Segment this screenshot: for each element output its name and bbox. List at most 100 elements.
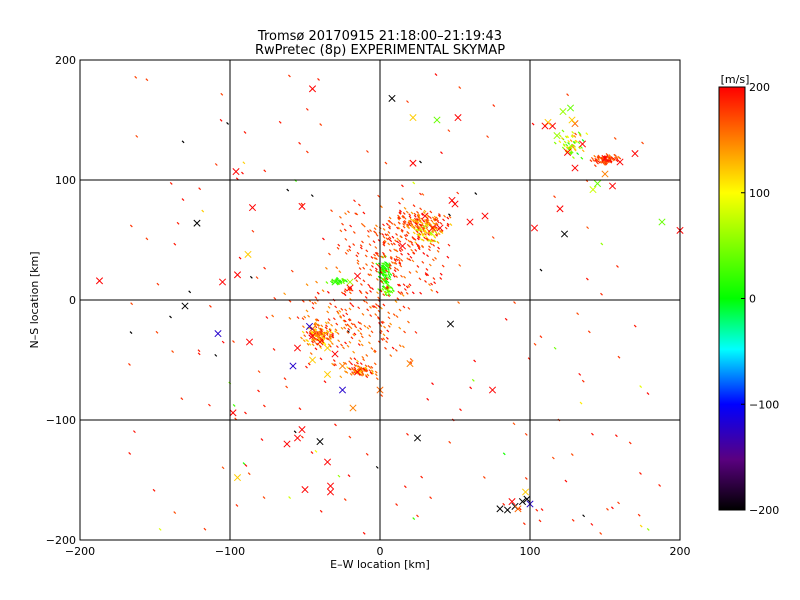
- data-point: [242, 462, 246, 465]
- data-point: [448, 215, 452, 219]
- data-point: [313, 328, 317, 332]
- data-point-cross: [658, 218, 666, 226]
- data-point: [135, 134, 139, 138]
- data-point: [417, 213, 421, 217]
- data-point-cross: [446, 320, 455, 328]
- data-point: [361, 240, 364, 244]
- data-point: [373, 362, 377, 366]
- data-point: [347, 474, 351, 478]
- data-point: [374, 313, 378, 316]
- data-point: [416, 265, 420, 268]
- data-point: [314, 321, 318, 325]
- data-point: [388, 216, 392, 220]
- data-point: [286, 188, 290, 192]
- data-point-cross: [316, 438, 324, 446]
- data-point: [367, 273, 371, 277]
- data-point: [531, 122, 535, 126]
- data-point: [369, 273, 373, 277]
- data-point: [243, 131, 247, 134]
- data-point: [303, 315, 307, 319]
- data-point: [385, 222, 389, 226]
- data-point: [348, 318, 352, 321]
- data-point: [152, 488, 156, 492]
- data-point: [397, 226, 401, 230]
- data-point: [578, 146, 581, 150]
- data-point: [375, 377, 379, 381]
- data-point: [347, 327, 351, 331]
- data-point-cross: [409, 159, 417, 167]
- data-point: [353, 371, 357, 375]
- data-point: [379, 288, 383, 292]
- data-point: [366, 373, 370, 377]
- data-point: [288, 299, 292, 303]
- data-point: [328, 336, 332, 340]
- data-point: [340, 343, 343, 347]
- data-point: [374, 251, 378, 255]
- data-point: [415, 218, 419, 222]
- data-point: [410, 243, 414, 246]
- data-point: [434, 218, 438, 221]
- data-point: [338, 215, 342, 219]
- data-point: [203, 527, 207, 531]
- data-point: [381, 274, 385, 277]
- data-point: [300, 435, 304, 439]
- x-tick-label: −200: [65, 545, 95, 558]
- data-point: [384, 290, 388, 294]
- data-point: [564, 135, 568, 139]
- data-point: [614, 156, 617, 160]
- data-point: [365, 263, 368, 267]
- data-point: [402, 283, 406, 287]
- data-point: [352, 350, 356, 354]
- data-point: [360, 367, 363, 371]
- data-point: [581, 149, 585, 153]
- data-point: [356, 359, 360, 363]
- data-point: [403, 216, 407, 220]
- data-point: [305, 365, 308, 369]
- data-point: [637, 513, 641, 517]
- data-point: [571, 131, 575, 134]
- data-point: [328, 252, 331, 256]
- data-point: [323, 331, 327, 335]
- data-point: [382, 240, 386, 244]
- data-point: [402, 220, 406, 224]
- data-point: [397, 217, 401, 221]
- data-point: [385, 340, 389, 344]
- data-point: [447, 243, 451, 247]
- data-point: [314, 347, 318, 351]
- data-point: [513, 301, 516, 305]
- data-point: [398, 292, 402, 296]
- data-point: [442, 218, 445, 222]
- data-point: [318, 344, 322, 348]
- data-point: [386, 263, 389, 267]
- data-point: [600, 292, 603, 296]
- data-point: [313, 322, 317, 326]
- data-point: [441, 264, 445, 268]
- data-point: [358, 289, 362, 293]
- data-point: [573, 148, 577, 152]
- data-point: [402, 223, 406, 226]
- data-point: [412, 227, 416, 231]
- data-point: [388, 249, 392, 252]
- data-point: [263, 266, 267, 270]
- data-point: [353, 323, 356, 327]
- data-point: [423, 229, 427, 233]
- data-point: [332, 317, 336, 321]
- data-point: [597, 155, 601, 159]
- data-point: [374, 257, 378, 261]
- data-point: [359, 327, 363, 331]
- data-point: [344, 308, 348, 312]
- data-point-cross: [413, 434, 422, 442]
- data-point-cross: [338, 386, 347, 394]
- data-point: [359, 362, 363, 366]
- data-point: [386, 233, 390, 237]
- data-point: [311, 331, 314, 335]
- data-point: [129, 331, 133, 334]
- data-point: [412, 220, 416, 224]
- data-point: [365, 452, 369, 456]
- data-point: [390, 261, 394, 264]
- data-point: [401, 293, 405, 297]
- data-point: [436, 241, 440, 244]
- data-point: [156, 282, 160, 286]
- data-point: [573, 134, 577, 138]
- data-point: [335, 266, 339, 270]
